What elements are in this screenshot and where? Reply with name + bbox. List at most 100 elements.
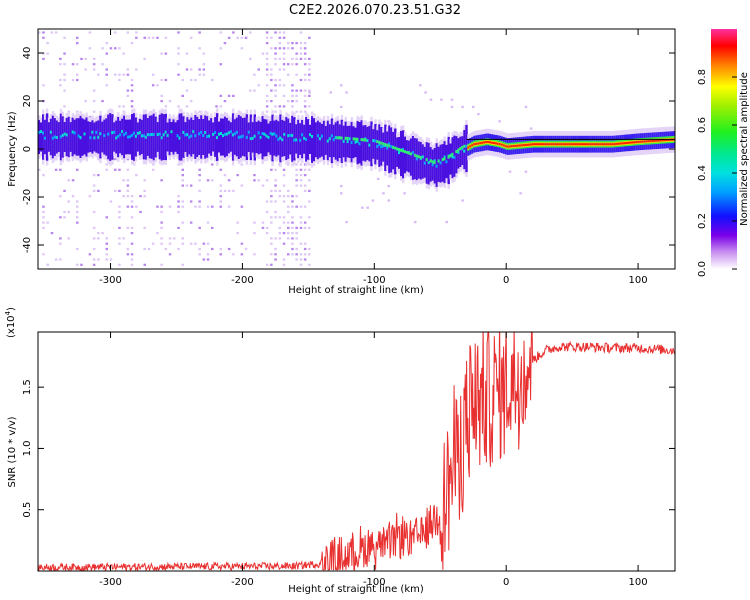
spectrogram-speckle: [219, 47, 222, 50]
spectrogram-band-hot: [305, 138, 308, 141]
spectrogram-band-peak: [570, 143, 573, 146]
spectrogram-speckle: [109, 258, 113, 261]
spectrogram-speckle: [278, 195, 282, 198]
spectrogram-speckle: [194, 242, 197, 245]
spectrogram-speckle: [287, 100, 290, 103]
spectrogram-speckle: [274, 247, 277, 251]
spectrogram-speckle: [303, 242, 307, 245]
spectrogram-band-core: [360, 120, 363, 166]
spectrogram-speckle: [114, 158, 117, 161]
spectrogram-band-hot: [417, 155, 421, 159]
spectrogram-speckle: [181, 174, 184, 177]
spectrogram-speckle: [118, 73, 121, 76]
spectrogram-band-hot: [433, 159, 437, 163]
spectrogram-speckle: [185, 68, 189, 71]
spectrogram-speckle: [291, 94, 294, 97]
spectrogram-speckle: [299, 110, 303, 113]
spectrogram-band-hot: [97, 135, 100, 139]
spectrogram-band-peak: [619, 142, 622, 145]
spectrogram-y-tick-label: 20: [22, 95, 33, 108]
spectrogram-speckle: [177, 226, 180, 229]
spectrogram-band-hot: [138, 131, 142, 135]
spectrogram-speckle: [63, 63, 66, 66]
spectrogram-speckle: [126, 89, 130, 92]
spectrogram-speckle: [303, 89, 307, 92]
spectrogram-speckle: [63, 36, 66, 39]
spectrogram-band-core: [372, 129, 375, 159]
spectrogram-speckle: [308, 105, 311, 108]
spectrogram-speckle: [168, 100, 172, 103]
spectrogram-speckle: [118, 210, 121, 214]
spectrogram-speckle: [59, 78, 62, 82]
spectrogram-speckle: [130, 263, 134, 266]
spectrogram-band-hot: [229, 130, 233, 134]
spectrogram-speckle: [76, 36, 79, 39]
spectrogram-band-core: [40, 122, 43, 152]
spectrogram-speckle: [265, 110, 269, 113]
spectrogram-speckle: [291, 195, 294, 198]
spectrogram-speckle: [59, 237, 62, 240]
spectrogram-speckle: [240, 184, 244, 187]
spectrogram-speckle: [118, 168, 121, 171]
spectrogram-speckle: [295, 100, 298, 103]
spectrogram-band-hot: [348, 137, 351, 141]
spectrogram-speckle: [240, 205, 244, 208]
spectrogram-band-core: [95, 121, 98, 153]
spectrogram-band-peak: [510, 145, 514, 148]
spectrogram-speckle: [265, 36, 269, 39]
spectrogram-band-hot: [222, 134, 225, 138]
spectrogram-speckle: [340, 84, 343, 87]
spectrogram-speckle: [198, 110, 201, 113]
spectrogram-speckle: [97, 73, 100, 76]
spectrogram-speckle: [97, 174, 100, 177]
spectrogram-speckle: [295, 94, 298, 97]
spectrogram-speckle: [202, 242, 206, 245]
spectrogram-speckle: [303, 226, 307, 229]
spectrogram-speckle: [97, 258, 100, 261]
spectrogram-speckle: [126, 184, 130, 187]
spectrogram-band-hot: [457, 150, 460, 154]
spectrogram-band-peak: [546, 143, 549, 146]
spectrogram-band-hot: [415, 157, 419, 161]
spectrogram-band-hot: [142, 134, 146, 138]
spectrogram-speckle: [143, 57, 146, 60]
spectrogram-speckle: [308, 168, 311, 171]
spectrogram-band-core: [133, 113, 136, 161]
spectrogram-y-tick-label: -20: [22, 189, 33, 205]
spectrogram-speckle: [303, 184, 307, 187]
spectrogram-speckle: [130, 226, 134, 229]
spectrogram-band-hot: [148, 133, 152, 137]
spectrogram-speckle: [126, 253, 130, 256]
spectrogram-band-hot: [127, 135, 130, 139]
spectrogram-speckle: [42, 52, 45, 55]
spectrogram-speckle: [265, 105, 269, 108]
spectrogram-band-hot: [443, 157, 446, 161]
spectrogram-speckle: [265, 210, 269, 214]
spectrogram-speckle: [278, 105, 282, 108]
spectrogram-speckle: [54, 258, 58, 261]
spectrogram-band-core: [105, 118, 108, 156]
spectrogram-speckle: [295, 258, 298, 261]
spectrogram-speckle: [143, 179, 146, 182]
spectrogram-band-peak: [558, 143, 561, 146]
spectrogram-band-core: [404, 136, 407, 174]
spectrogram-band-core: [200, 115, 203, 159]
spectrogram-speckle: [105, 68, 108, 71]
spectrogram-speckle: [59, 242, 62, 245]
colorbar-ticks: 0.0 0.2 0.4 0.6 0.8: [697, 69, 737, 277]
spectrogram-speckle: [126, 195, 130, 198]
spectrogram-speckle: [97, 237, 100, 240]
spectrogram-band-hot: [253, 134, 256, 138]
spectrogram-band-hot: [431, 163, 435, 167]
spectrogram-band-hot: [411, 151, 415, 155]
spectrogram-band-hot: [212, 132, 215, 136]
spectrogram-speckle: [202, 52, 206, 55]
spectrogram-speckle: [38, 168, 41, 171]
spectrogram-band-hot: [111, 131, 114, 135]
spectrogram-band-peak: [568, 143, 571, 146]
spectrogram-speckle: [198, 189, 201, 192]
spectrogram-speckle: [135, 205, 138, 208]
spectrogram-band-hot: [131, 133, 134, 137]
snr-y-label: SNR (10 * v/v): [7, 416, 18, 487]
spectrogram-band-hot: [384, 143, 387, 146]
